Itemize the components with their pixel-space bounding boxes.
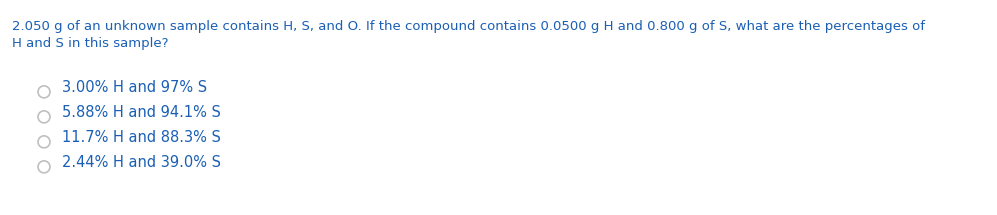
Text: 5.88% H and 94.1% S: 5.88% H and 94.1% S xyxy=(62,105,221,120)
Text: 2.050 g of an unknown sample contains H, S, and O. If the compound contains 0.05: 2.050 g of an unknown sample contains H,… xyxy=(12,20,925,33)
Text: 3.00% H and 97% S: 3.00% H and 97% S xyxy=(62,80,207,95)
Text: 11.7% H and 88.3% S: 11.7% H and 88.3% S xyxy=(62,130,221,145)
Text: H and S in this sample?: H and S in this sample? xyxy=(12,37,168,50)
Text: 2.44% H and 39.0% S: 2.44% H and 39.0% S xyxy=(62,155,221,170)
